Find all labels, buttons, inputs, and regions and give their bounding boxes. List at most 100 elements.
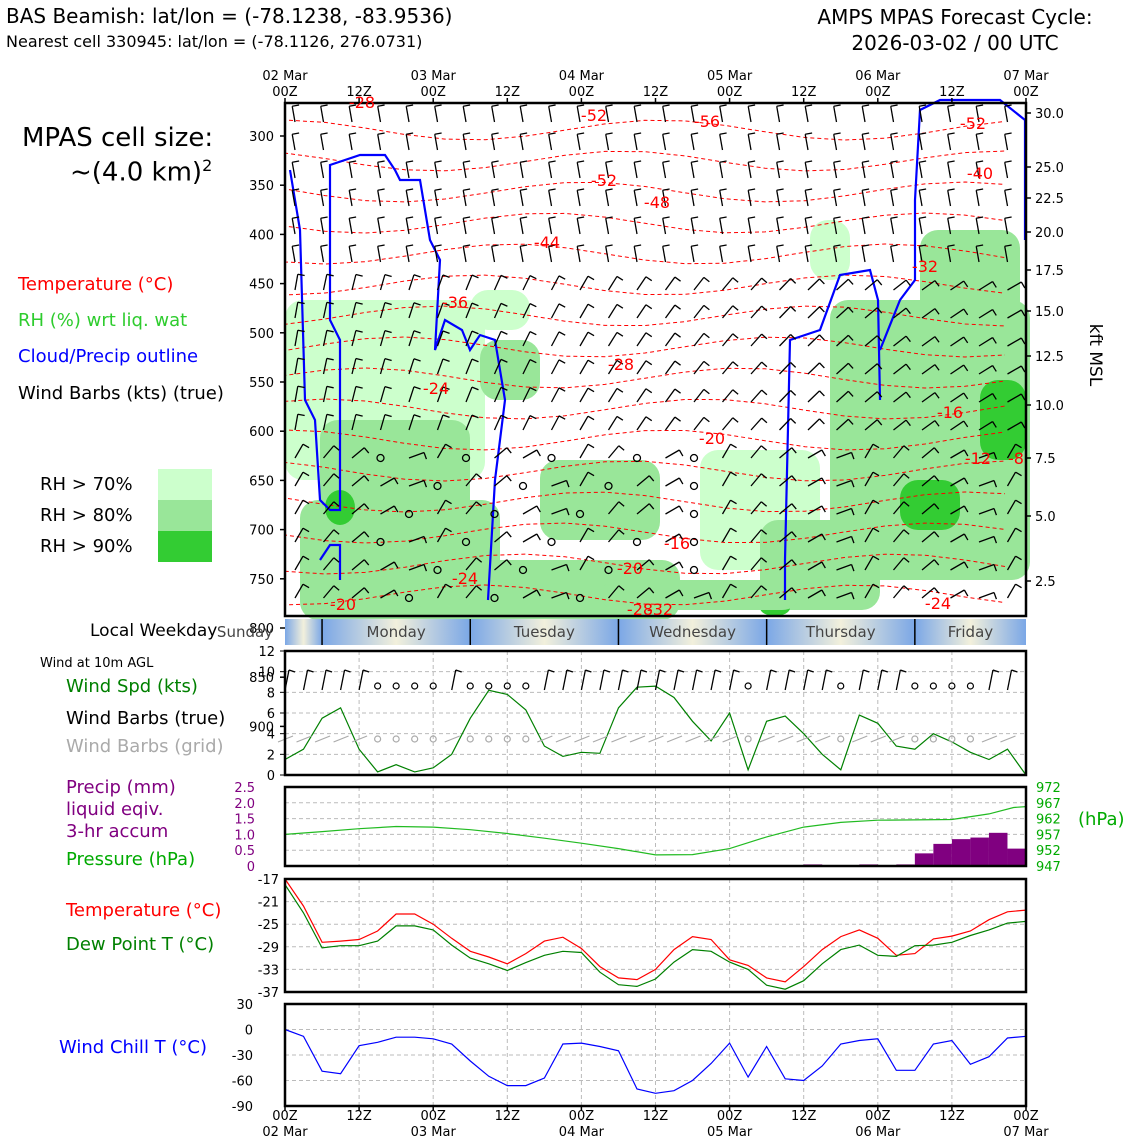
wind-barb-feather	[947, 188, 955, 191]
true-wind-barb-feather	[696, 669, 703, 673]
wind-barb-feather	[678, 561, 684, 569]
wind-barb-feather	[645, 332, 653, 338]
wind-barb	[436, 358, 444, 375]
wind-barb-feather	[529, 275, 537, 280]
wind-barb-feather	[302, 527, 310, 533]
wind-barb	[1006, 527, 1017, 543]
wind-barb	[294, 527, 304, 543]
wind-barb	[377, 106, 382, 123]
wind-barb	[436, 330, 444, 347]
wind-barb-feather	[748, 244, 756, 247]
wind-barb-feather	[333, 473, 340, 479]
pressure-ytick-label: 957	[1036, 828, 1061, 843]
wind-barb	[750, 585, 762, 599]
true-calm-circle	[744, 682, 752, 690]
wind-barb-feather	[1020, 393, 1026, 401]
wind-barb-feather	[876, 391, 883, 398]
wind-barb-feather	[577, 132, 585, 135]
wind-barb-feather	[471, 274, 479, 279]
wind-barb-feather	[748, 188, 756, 191]
wind-barb	[605, 218, 610, 235]
wind-barb	[975, 134, 980, 151]
wind-barb-feather	[326, 301, 334, 305]
wind-barb-feather	[790, 278, 797, 284]
wind-barb-feather	[862, 160, 870, 163]
wind-barb	[721, 527, 732, 543]
wind-barb-feather	[618, 529, 625, 535]
wind-barb-feather	[662, 132, 670, 135]
wind-barb-feather	[333, 445, 340, 451]
calm-circle	[632, 453, 642, 463]
wind-ytick-label: 4	[267, 728, 275, 743]
wind-barb	[921, 420, 936, 431]
legend-cloud-outline: Cloud/Precip outline	[18, 346, 199, 367]
wind-barb-feather	[719, 188, 727, 191]
wind-barb	[721, 583, 732, 599]
wind-barb-feather	[442, 302, 450, 306]
calm-circle	[376, 453, 385, 463]
true-wind-barb	[766, 669, 772, 691]
wind-barb-feather	[616, 331, 624, 337]
wind-barb	[833, 246, 838, 263]
wind-barb	[294, 583, 304, 599]
wind-barb	[947, 190, 952, 207]
true-wind-barb-feather	[807, 669, 814, 673]
wind-barb-feather	[1004, 244, 1012, 247]
true-calm-circle	[466, 682, 474, 690]
wind-barb	[1006, 471, 1017, 487]
pressure-tick-label: 550	[249, 376, 274, 391]
wind-barb	[664, 304, 676, 319]
wind-barb-feather	[384, 385, 392, 390]
wind-barb	[636, 559, 650, 571]
wind-barb-feather	[605, 216, 613, 219]
wind-barb-feather	[662, 160, 670, 163]
kft-tick-label: 20.0	[1035, 226, 1064, 241]
wind-barb-feather	[297, 301, 305, 305]
temperature-contour	[284, 522, 1006, 544]
wind-barb-feather	[933, 503, 940, 510]
bottom-date-label: 06 Mar	[855, 1125, 901, 1140]
wind-barb	[747, 218, 752, 235]
wind-barb-feather	[833, 216, 841, 219]
true-wind-barb	[821, 669, 827, 691]
wind-barb-feather	[565, 480, 570, 488]
wind-barb	[978, 420, 993, 431]
wind-barb-feather	[993, 564, 998, 572]
pressure-title: Pressure (hPa)	[66, 849, 196, 870]
wind-barb	[864, 527, 874, 543]
wind-barb-feather	[605, 244, 613, 247]
calm-circle	[518, 481, 528, 491]
wind-barb-feather	[732, 389, 739, 395]
wind-barb	[320, 162, 325, 179]
wind-barb-feather	[587, 303, 595, 309]
grid-wind-barb	[815, 735, 831, 743]
wind-barb	[493, 275, 502, 291]
wind-barb-feather	[708, 592, 713, 600]
wind-barb-feather	[1015, 499, 1022, 505]
wind-barb-feather	[719, 216, 727, 219]
pressure-tick-label: 500	[249, 327, 274, 342]
wind-barb	[864, 307, 878, 319]
wind-barb	[351, 358, 357, 375]
precip-bar	[988, 832, 1008, 866]
wind-barb-feather	[876, 335, 883, 342]
forecast-title-line1: AMPS MPAS Forecast Cycle:	[817, 5, 1093, 29]
wind-barb-feather	[947, 160, 955, 163]
wind-barb-feather	[678, 477, 684, 485]
wind-barb-feather	[819, 390, 825, 397]
wind-barb	[465, 358, 473, 375]
kft-tick-label: 7.5	[1035, 452, 1056, 467]
top-hour-label: 00Z	[420, 85, 446, 100]
wind-barb-feather	[434, 244, 442, 247]
wind-barb-feather	[558, 275, 566, 280]
wind-barb	[807, 505, 823, 515]
wind-barb	[690, 134, 695, 151]
kft-tick-label: 2.5	[1035, 575, 1056, 590]
wind-barb-feather	[320, 244, 328, 247]
wind-barb-feather	[919, 132, 927, 135]
wind-barb	[351, 330, 357, 347]
wind-barb-feather	[475, 473, 483, 479]
wind-barb-feather	[963, 308, 969, 316]
wind-barb	[519, 106, 524, 123]
grid-calm-circle	[485, 735, 493, 743]
